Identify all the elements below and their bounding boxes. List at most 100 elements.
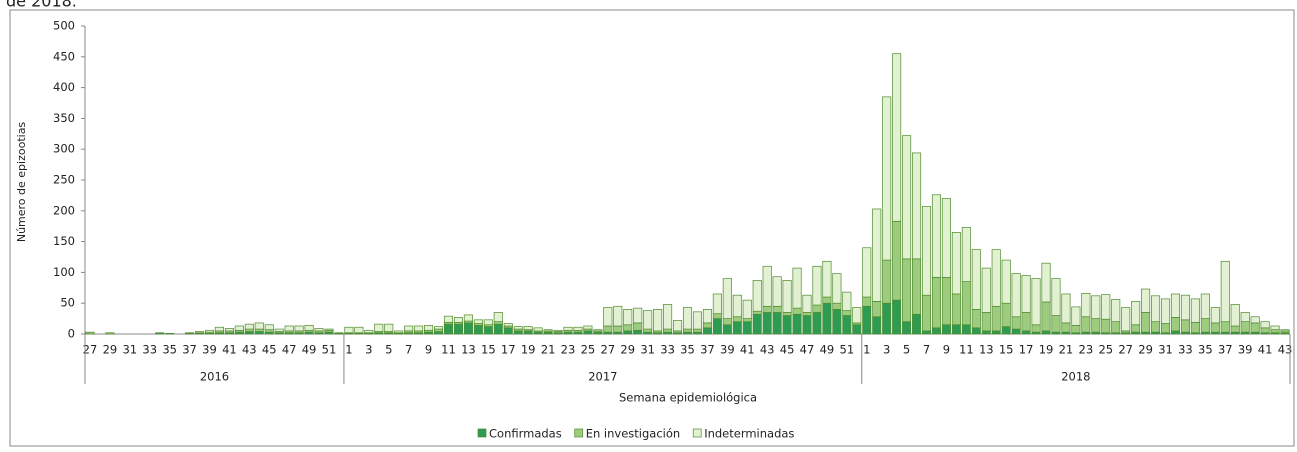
y-tick-label: 0 [68,327,75,341]
x-tick-label: 15 [999,343,1014,357]
bar-segment [852,324,862,335]
bar-segment [663,328,673,333]
bar-segment [1160,298,1171,324]
bar-segment [1200,318,1210,333]
bar-segment [453,317,463,323]
bar-segment [941,276,951,326]
bar-segment [1041,262,1051,303]
bar-segment [1081,292,1091,318]
bar-segment [234,325,244,331]
bar-segment [473,325,483,335]
bar-segment [314,328,324,332]
bar-segment [802,294,812,313]
bar-segment [882,259,892,304]
bar-segment [1190,321,1200,334]
x-tick-label: 47 [282,343,297,357]
bar-segment [1141,312,1151,333]
bar-segment [503,323,513,327]
bar-segment [832,273,842,304]
y-tick-label: 200 [53,203,75,217]
bar-segment [593,329,603,332]
bar-segment [802,312,812,316]
bar-segment [822,296,832,304]
bar-segment [194,331,205,334]
bar-segment [1111,321,1121,334]
bar-segment [1071,306,1081,326]
bar-segment [1250,322,1260,333]
x-tick-label: 43 [760,343,775,357]
x-tick-label: 17 [501,343,516,357]
bar-segment [523,326,533,331]
bar-segment [1101,318,1111,334]
bar-segment [951,324,961,335]
bar-segment [244,323,254,330]
bar-segment [453,323,463,335]
bar-segment [1091,295,1101,319]
bar-segment [643,310,653,330]
bar-segment [344,326,354,334]
bar-segment [1031,324,1041,333]
bar-segment [872,301,882,318]
x-tick-label: 49 [820,343,835,357]
bar-segment [902,135,912,260]
x-tick-label: 13 [461,343,476,357]
bar-segment [1210,322,1220,333]
bar-segment [722,318,732,326]
bar-segment [951,293,961,326]
y-tick-label: 50 [60,296,75,310]
bar-segment [692,311,702,330]
bar-segment [254,322,264,330]
bar-segment [762,312,772,335]
bar-segment [613,305,623,327]
bar-segment [812,312,822,335]
bar-segment [772,276,782,307]
bar-segment [643,328,653,333]
bar-segment [463,322,473,335]
x-tick-label: 33 [1178,343,1193,357]
x-tick-label: 15 [481,343,496,357]
bar-segment [682,328,693,333]
bar-segment [573,326,583,331]
bar-segment [902,321,912,335]
bar-segment [493,321,503,325]
x-tick-label: 45 [262,343,277,357]
bar-segment [1220,260,1230,323]
bar-segment [981,312,991,332]
bar-segment [214,326,224,332]
bar-segment [1250,316,1260,324]
x-tick-label: 27 [83,343,98,357]
x-tick-label: 27 [1118,343,1133,357]
legend-label: Indeterminadas [704,427,794,441]
bar-segment [1031,278,1041,326]
x-tick-label: 23 [1079,343,1094,357]
bar-segment [613,325,623,333]
x-tick-label: 51 [322,343,337,357]
x-axis-label: Semana epidemiológica [619,391,757,405]
group-label: 2017 [588,370,617,384]
bar-segment [254,331,264,335]
bar-segment [493,312,503,323]
bar-segment [1170,330,1181,335]
x-tick-label: 31 [122,343,137,357]
bar-segment [513,326,523,330]
bar-segment [523,330,533,335]
bar-segment [1011,316,1021,330]
bar-segment [682,307,693,330]
bar-segment [394,330,404,334]
x-tick-label: 1 [345,343,352,357]
x-tick-label: 35 [680,343,695,357]
bar-segment [762,265,772,307]
bar-segment [971,327,981,335]
bar-segment [623,330,633,335]
bar-segment [882,96,892,261]
bar-segment [1260,327,1270,334]
x-tick-label: 37 [1218,343,1233,357]
bar-segment [1071,325,1081,334]
bar-segment [792,313,802,335]
bar-segment [1111,299,1121,323]
bar-segment [832,309,842,335]
x-tick-label: 5 [385,343,392,357]
bar-segment [742,318,752,323]
bar-segment [633,322,643,331]
bar-segment [742,321,752,335]
